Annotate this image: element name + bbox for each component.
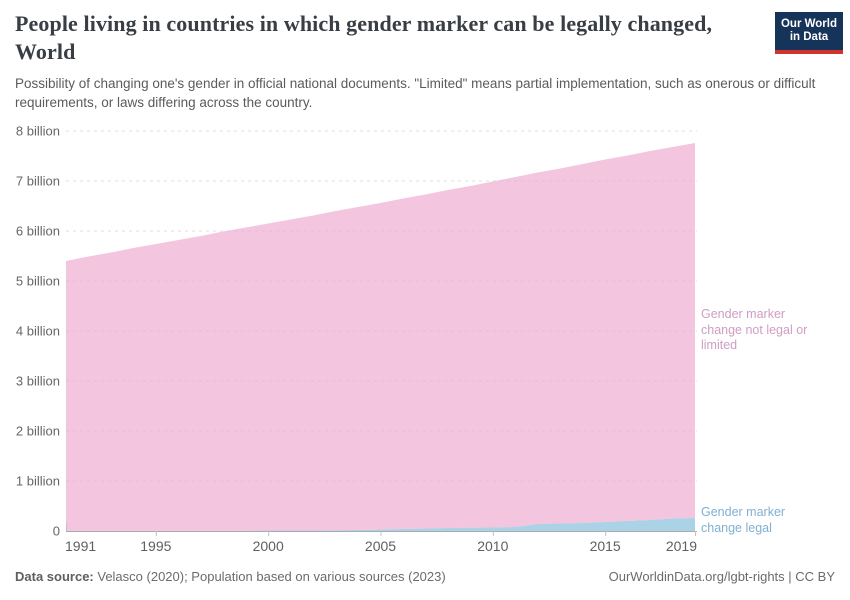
x-tick-label: 2005 — [365, 538, 396, 554]
credit-link[interactable]: OurWorldinData.org/lgbt-rights | CC BY — [608, 569, 835, 584]
page-title: People living in countries in which gend… — [15, 11, 713, 64]
series-label-not-legal: Gender marker change not legal or limite… — [701, 307, 808, 352]
owid-logo-line1: Our World — [780, 18, 837, 30]
x-tick-label: 2019 — [666, 538, 697, 554]
owid-logo-line2: in Data — [789, 31, 829, 43]
x-tick-label: 2015 — [590, 538, 621, 554]
y-tick-label: 2 billion — [16, 424, 60, 439]
x-tick-label: 1991 — [65, 538, 96, 554]
y-tick-label: 5 billion — [16, 274, 60, 289]
chart-subtitle: Possibility of changing one's gender in … — [15, 76, 816, 110]
y-tick-label: 1 billion — [16, 474, 60, 489]
area-legal — [66, 518, 695, 531]
series-label-legal: Gender marker change legal — [701, 505, 786, 535]
y-tick-label: 4 billion — [16, 324, 60, 339]
area-not-legal-or-limited — [66, 143, 695, 531]
x-tick-label: 2000 — [253, 538, 284, 554]
x-tick-label: 1995 — [140, 538, 171, 554]
data-source-label: Data source: — [15, 569, 94, 584]
y-tick-label: 7 billion — [16, 174, 60, 189]
y-tick-label: 6 billion — [16, 224, 60, 239]
owid-logo[interactable]: Our World in Data — [775, 12, 843, 54]
y-tick-label: 8 billion — [16, 124, 60, 139]
data-source-note: Data source: Velasco (2020); Population … — [15, 569, 446, 584]
chart-footer: Data source: Velasco (2020); Population … — [15, 569, 835, 584]
x-tick-label: 2010 — [477, 538, 508, 554]
owid-logo-box: Our World in Data — [775, 12, 843, 50]
y-tick-label: 3 billion — [16, 374, 60, 389]
y-tick-label: 0 — [53, 524, 60, 539]
owid-logo-accent-bar — [775, 50, 843, 54]
data-source-text: Velasco (2020); Population based on vari… — [93, 569, 446, 584]
